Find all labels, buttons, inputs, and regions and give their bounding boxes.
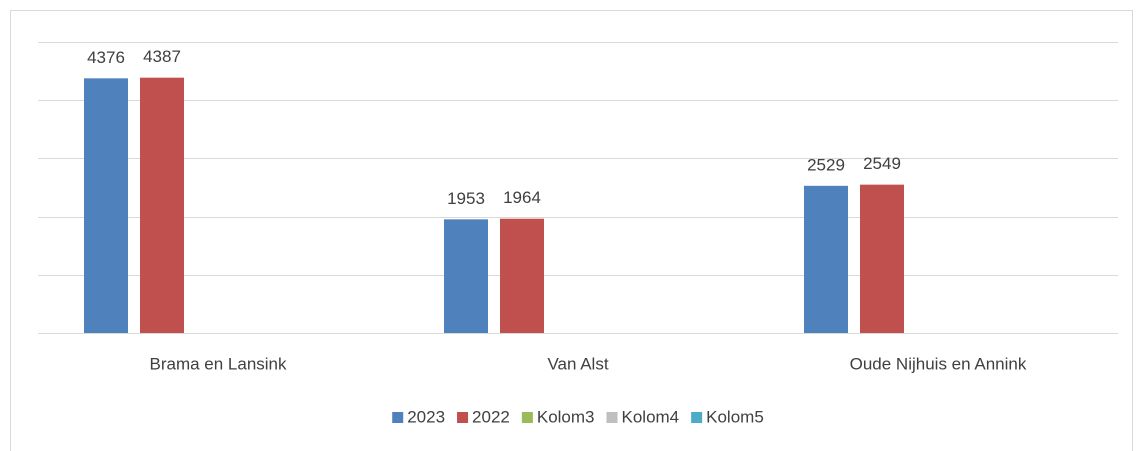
chart-frame — [10, 10, 1133, 451]
bar — [500, 218, 544, 333]
data-label: 4376 — [87, 48, 125, 67]
legend-label: 2022 — [472, 407, 510, 426]
data-label: 1953 — [447, 189, 485, 208]
bar — [84, 78, 128, 333]
legend-label: Kolom5 — [706, 407, 764, 426]
legend-swatch — [392, 412, 404, 423]
legend-swatch — [457, 412, 469, 423]
data-label: 1964 — [503, 188, 541, 207]
legend-label: 2023 — [407, 407, 445, 426]
legend-swatch — [691, 412, 703, 423]
x-tick-label: Brama en Lansink — [149, 354, 287, 373]
bar — [140, 77, 184, 333]
legend-swatch — [606, 412, 618, 423]
data-label: 2529 — [807, 155, 845, 174]
legend-label: Kolom4 — [622, 407, 680, 426]
x-tick-label: Van Alst — [547, 354, 608, 373]
bar — [444, 219, 488, 333]
data-label: 4387 — [143, 47, 181, 66]
legend-swatch — [521, 412, 533, 423]
bar — [860, 184, 904, 333]
data-label: 2549 — [863, 154, 901, 173]
bar — [804, 185, 848, 333]
legend-label: Kolom3 — [537, 407, 595, 426]
x-tick-label: Oude Nijhuis en Annink — [850, 354, 1027, 373]
